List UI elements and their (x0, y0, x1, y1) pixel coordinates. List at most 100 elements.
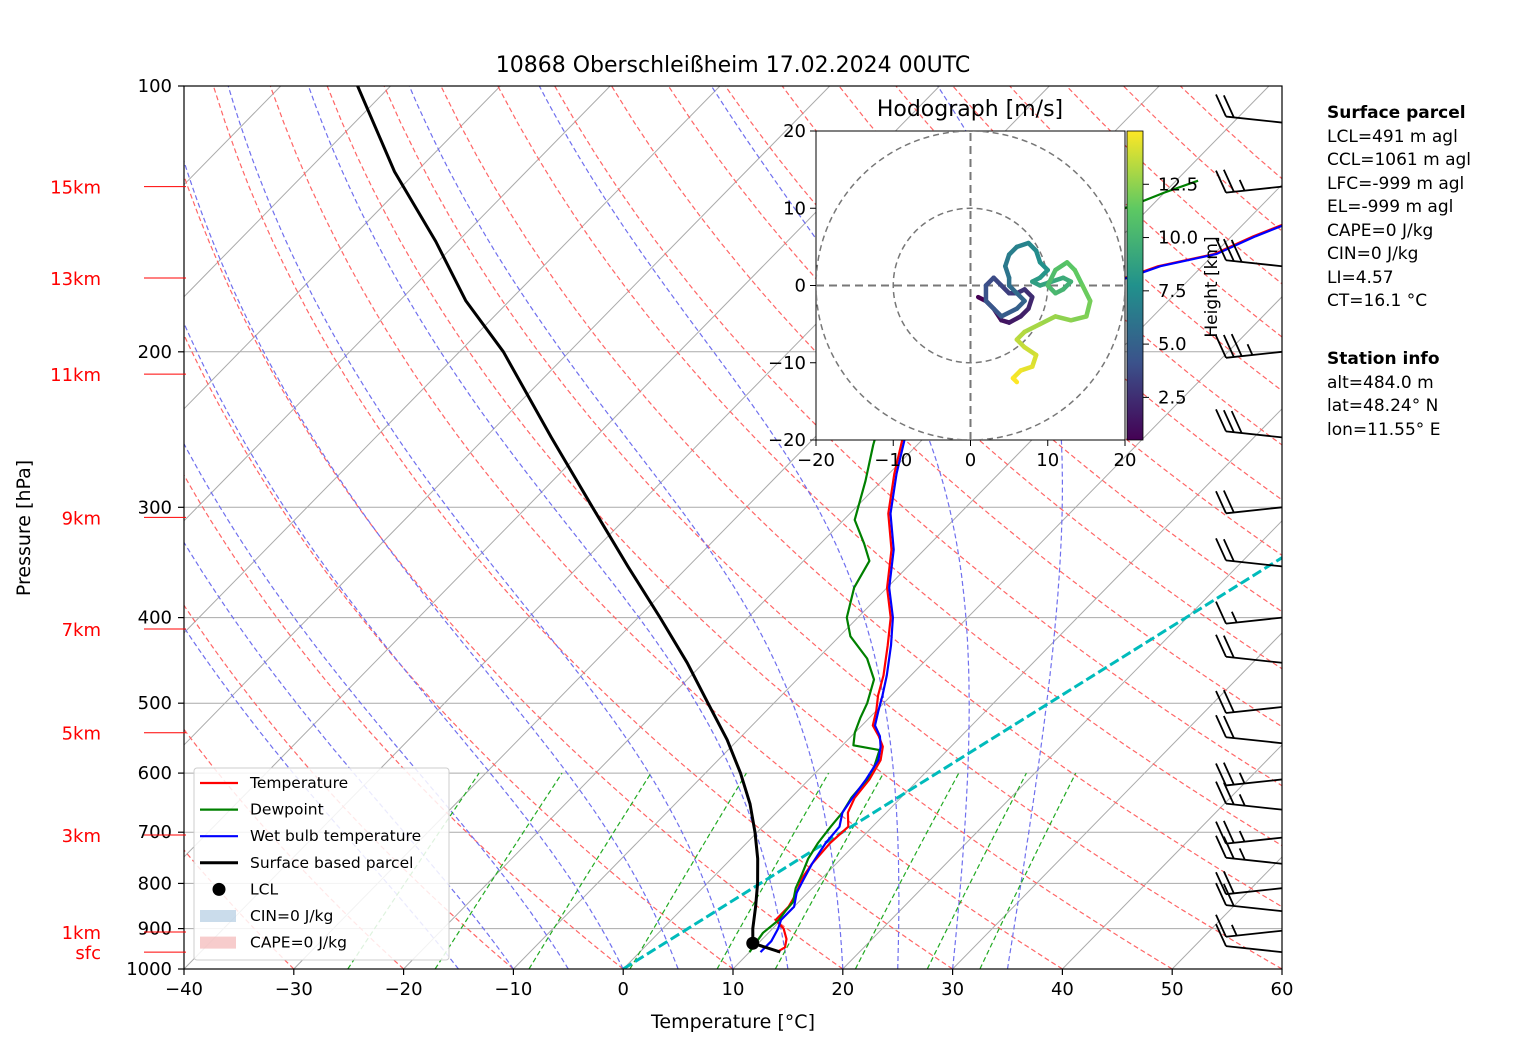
colorbar-tick-label: 7.5 (1158, 281, 1187, 302)
isotherm-line (952, 632, 1282, 969)
wind-barb (1215, 870, 1283, 896)
dry-adiabat (326, 86, 1173, 969)
parcel-li: LI=4.57 (1327, 267, 1394, 288)
wind-barb (1215, 714, 1283, 745)
mixing-ratio-line (528, 772, 652, 969)
surface-parcel-panel: Surface parcel LCL=491 m agl CCL=1061 m … (1327, 102, 1471, 314)
hodograph-x-tick-label: 10 (1036, 450, 1059, 471)
mixing-ratio-line (854, 772, 960, 969)
colorbar-label: Height [km] (1202, 236, 1222, 337)
height-label: 15km (50, 178, 101, 199)
legend-label: Wet bulb temperature (250, 827, 421, 845)
x-tick-label: −40 (165, 979, 203, 1000)
hodograph-title: Hodograph [m/s] (877, 97, 1063, 122)
hodograph-trace (1053, 260, 1070, 273)
x-tick-label: −20 (385, 979, 423, 1000)
station-alt: alt=484.0 m (1327, 372, 1434, 393)
height-label: sfc (75, 943, 101, 964)
isotherm-line (184, 86, 831, 746)
isotherm-line (184, 86, 501, 410)
mixing-ratio-line (347, 772, 480, 969)
isotherm-line (184, 86, 611, 522)
hodograph-x-tick-label: 0 (965, 450, 976, 471)
x-tick-label: 60 (1271, 979, 1294, 1000)
y-tick-label: 400 (138, 608, 172, 629)
x-tick-label: 40 (1051, 979, 1074, 1000)
wind-barb (1215, 237, 1283, 268)
height-label: 1km (62, 923, 101, 944)
dry-adiabat (269, 86, 1063, 969)
hodograph-y-tick-label: 20 (783, 121, 806, 142)
dry-adiabat (383, 86, 1282, 969)
moist-adiabat (184, 442, 569, 969)
y-tick-label: 100 (138, 76, 172, 97)
isotherm-line (732, 408, 1282, 969)
hodograph-trace (999, 306, 1020, 319)
wind-barb (1215, 634, 1283, 664)
mixing-ratio-line (774, 772, 885, 969)
x-tick-label: −10 (494, 979, 532, 1000)
hodograph-trace (1022, 345, 1039, 358)
hodograph-colorbar (1126, 130, 1144, 441)
parcel-el: EL=-999 m agl (1327, 197, 1454, 217)
height-label: 7km (62, 620, 101, 641)
wind-barb (1215, 490, 1283, 515)
dry-adiabat (184, 173, 844, 969)
isotherm-line (513, 183, 1282, 969)
height-label: 3km (62, 826, 101, 847)
height-label: 5km (62, 724, 101, 745)
mixing-ratio-line (629, 772, 747, 969)
hodograph-trace (1053, 314, 1074, 323)
wind-barb (1215, 333, 1283, 359)
wind-barb (1215, 835, 1283, 865)
legend-swatch (200, 936, 236, 949)
wind-barb (1215, 94, 1283, 124)
chart-title: 10868 Oberschleißheim 17.02.2024 00UTC (496, 53, 971, 78)
moist-adiabat (184, 159, 679, 969)
colorbar-tick-label: 5.0 (1158, 334, 1187, 355)
y-tick-label: 500 (138, 693, 172, 714)
wind-barb (1215, 882, 1283, 913)
hodograph-y-tick-label: −20 (768, 430, 806, 451)
hodograph-trace (1080, 283, 1093, 304)
mixing-ratio-line (716, 772, 830, 969)
station-info-panel: Station info alt=484.0 m lat=48.24° N lo… (1327, 348, 1440, 442)
wind-barb (1215, 538, 1283, 568)
dry-adiabat (184, 333, 734, 969)
hodograph-y-tick-label: 10 (783, 198, 806, 219)
wind-barb (1215, 781, 1283, 811)
isotherm-line (184, 86, 721, 634)
x-tick-label: 50 (1161, 979, 1184, 1000)
x-tick-label: 10 (722, 979, 745, 1000)
dry-adiabat (497, 86, 1282, 847)
hodograph: Hodograph [m/s] −20−20 −10 −10 0 0 10 10 20 20 2… (768, 97, 1222, 471)
station-info-heading: Station info (1327, 349, 1440, 369)
hodograph-trace (1022, 321, 1043, 335)
dry-adiabat (440, 86, 1282, 908)
wind-barbs (1215, 94, 1283, 954)
station-lat: lat=48.24° N (1327, 396, 1439, 416)
hodograph-x-tick-label: −10 (874, 450, 912, 471)
y-tick-label: 1000 (126, 959, 172, 980)
moist-adiabat (227, 86, 734, 969)
height-label: 11km (50, 365, 101, 386)
y-tick-label: 300 (138, 497, 172, 518)
y-axis-label: Pressure [hPa] (13, 460, 35, 596)
moist-adiabat (408, 86, 844, 969)
moist-adiabat (307, 86, 789, 969)
legend-label: CAPE=0 J/kg (250, 934, 347, 952)
legend: Temperature Dewpoint Wet bulb temperature S… (193, 767, 450, 961)
x-tick-label: 30 (941, 979, 964, 1000)
dry-adiabat (184, 473, 624, 969)
isotherm-line (622, 296, 1282, 969)
y-tick-label: 800 (138, 873, 172, 894)
height-label: 13km (50, 269, 101, 290)
legend-label: Surface based parcel (250, 854, 413, 872)
wind-barb (1215, 914, 1283, 938)
wetbulb-line (759, 224, 1282, 953)
legend-swatch (200, 910, 236, 922)
hodograph-trace (1010, 375, 1020, 385)
moist-adiabat (538, 86, 900, 969)
wind-barb (1215, 689, 1283, 714)
